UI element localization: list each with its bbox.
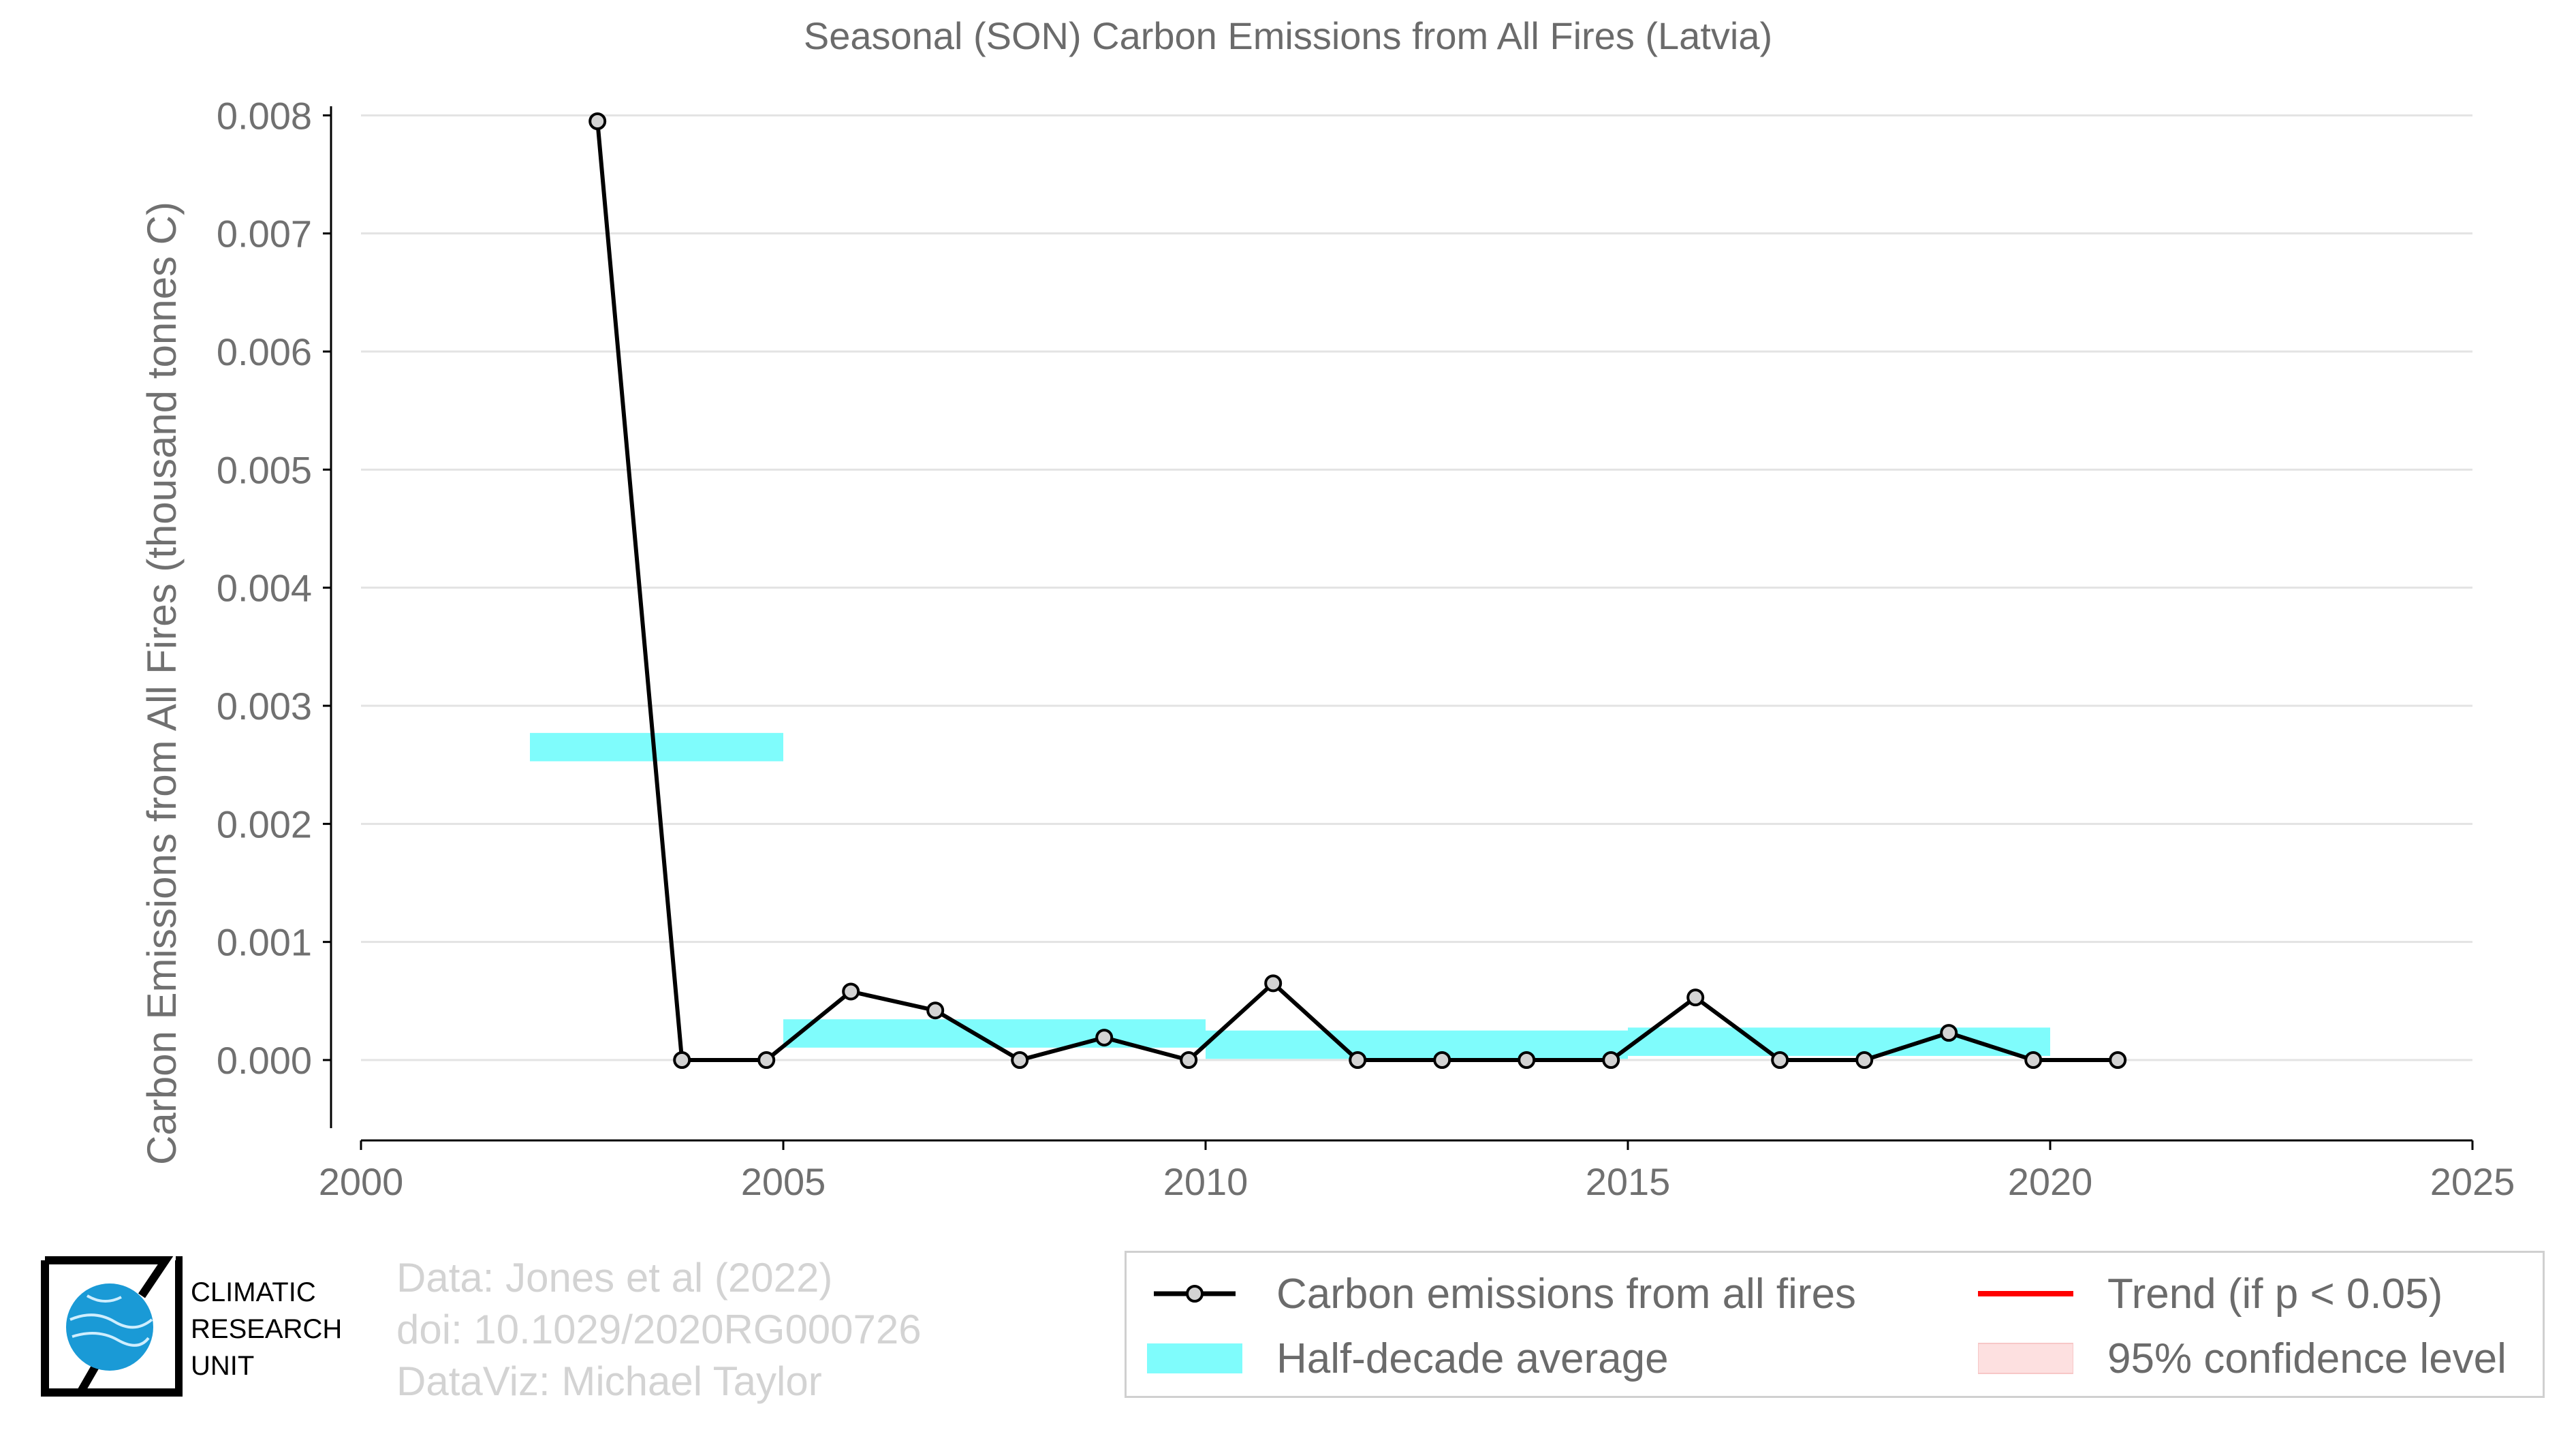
x-tick-label: 2025 — [2430, 1160, 2515, 1203]
legend-item-half-decade: Half-decade average — [1147, 1331, 1669, 1386]
data-point — [1095, 1029, 1114, 1047]
data-point — [1264, 974, 1283, 993]
half-decade-bar — [1628, 1027, 2050, 1056]
y-tick-label: 0.004 — [217, 567, 312, 610]
data-point — [2024, 1051, 2043, 1069]
chart-title: Seasonal (SON) Carbon Emissions from All… — [804, 14, 1772, 57]
legend-band-icon — [1147, 1331, 1242, 1386]
data-point — [1940, 1024, 1958, 1042]
y-tick-label: 0.007 — [217, 213, 312, 255]
x-tick-label: 2020 — [2008, 1160, 2093, 1203]
data-point — [1686, 989, 1705, 1007]
data-point — [1771, 1051, 1789, 1069]
y-tick-label: 0.008 — [217, 94, 312, 137]
half-decade-bands — [530, 732, 2050, 1059]
logo-line-1: CLIMATIC — [191, 1277, 316, 1307]
legend-line-marker-icon — [1147, 1266, 1242, 1321]
data-point — [1180, 1051, 1198, 1069]
logo-line-3: UNIT — [191, 1351, 255, 1381]
data-point — [1349, 1051, 1367, 1069]
legend-label: Trend (if p < 0.05) — [2107, 1270, 2443, 1318]
data-point — [1433, 1051, 1451, 1069]
half-decade-bar — [1206, 1030, 1628, 1059]
data-point — [842, 982, 860, 1001]
data-point — [926, 1001, 945, 1020]
data-point — [2109, 1051, 2127, 1069]
source-line-1: Data: Jones et al (2022) — [396, 1255, 833, 1301]
legend: Carbon emissions from all fires Half-dec… — [1125, 1251, 2545, 1398]
source-line-3: DataViz: Michael Taylor — [396, 1358, 822, 1404]
emissions-line — [595, 121, 2118, 1062]
y-axis: 0.000 0.001 0.002 0.003 0.004 0.005 0.006 0.007… — [217, 94, 332, 1128]
legend-trend-line-icon — [1978, 1266, 2073, 1321]
logo-text: CLIMATIC RESEARCH UNIT — [191, 1274, 342, 1384]
y-tick-label: 0.005 — [217, 448, 312, 491]
legend-label: Carbon emissions from all fires — [1276, 1270, 1857, 1318]
y-tick-label: 0.003 — [217, 685, 312, 728]
data-point — [673, 1051, 691, 1069]
data-point — [757, 1051, 776, 1069]
data-point — [588, 112, 607, 130]
grid-lines — [361, 114, 2472, 1061]
data-point — [1855, 1051, 1874, 1069]
cru-globe-icon — [41, 1256, 183, 1397]
logo-line-2: RESEARCH — [191, 1314, 343, 1344]
legend-label: 95% confidence level — [2107, 1335, 2507, 1382]
emissions-series — [588, 112, 2127, 1069]
y-tick-label: 0.001 — [217, 921, 312, 964]
y-tick-label: 0.000 — [217, 1039, 312, 1082]
y-axis-label: Carbon Emissions from All Fires (thousan… — [139, 202, 185, 1165]
x-axis: 2000 2005 2010 2015 2020 2025 — [319, 1139, 2515, 1203]
legend-item-trend: Trend (if p < 0.05) — [1978, 1266, 2443, 1321]
data-point — [1518, 1051, 1536, 1069]
data-point — [1011, 1051, 1029, 1069]
data-point — [1602, 1051, 1620, 1069]
x-tick-label: 2015 — [1586, 1160, 1671, 1203]
legend-item-emissions: Carbon emissions from all fires — [1147, 1266, 1856, 1321]
y-tick-label: 0.006 — [217, 330, 312, 373]
cru-logo: CLIMATIC RESEARCH UNIT — [40, 1255, 366, 1398]
x-tick-label: 2005 — [741, 1160, 826, 1203]
y-tick-label: 0.002 — [217, 803, 312, 845]
x-tick-label: 2010 — [1163, 1160, 1248, 1203]
legend-item-confidence: 95% confidence level — [1977, 1331, 2507, 1386]
data-source: Data: Jones et al (2022) doi: 10.1029/20… — [396, 1252, 922, 1407]
source-line-2: doi: 10.1029/2020RG000726 — [396, 1307, 922, 1352]
legend-label: Half-decade average — [1276, 1335, 1669, 1382]
legend-confidence-band-icon — [1977, 1331, 2074, 1386]
x-tick-label: 2000 — [319, 1160, 404, 1203]
